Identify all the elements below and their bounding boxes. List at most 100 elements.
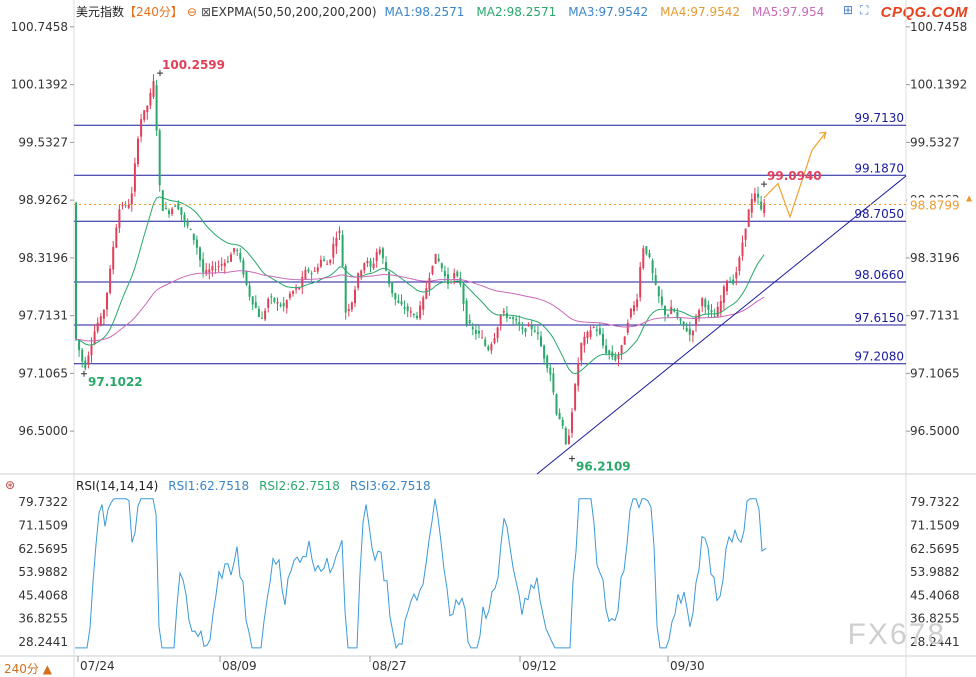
footer-period-selector[interactable]: 240分 ▲ [4,662,52,676]
period-label[interactable]: 【240分】 [124,5,183,19]
rsi-tick-label-left: 28.2441 [18,635,68,649]
y-tick-label-right: 98.3196 [910,251,960,265]
candle-body [453,272,456,279]
rsi-title[interactable]: RSI(14,14,14) [76,479,159,493]
candle-body [729,282,732,284]
candle-body [326,263,329,265]
candle-body [524,328,527,332]
indicator-icon[interactable]: ⊠ [200,5,212,19]
rsi-header: RSI(14,14,14) RSI1:62.7518 RSI2:62.7518 RSI… [76,479,431,493]
rsi1-label: RSI1:62.7518 [168,479,250,493]
candle-body [282,303,285,307]
candle-body [192,233,195,241]
candle-body [512,317,515,320]
candle-body [521,327,524,329]
candle-body [236,249,239,251]
candle-body [443,271,446,277]
candle-body [199,247,201,261]
ma2-label: MA2:98.2571 [476,5,557,19]
extreme-marker [761,181,767,188]
candle-body [329,259,332,264]
candle-body [738,257,741,271]
candle-body [487,346,490,351]
candle-body [84,360,87,369]
candle-body [695,316,697,326]
candle-body [338,230,341,234]
candle-body [335,237,338,247]
candle-body [270,296,273,298]
candle-body [660,296,663,305]
candle-body [412,313,415,315]
candle-body [143,110,146,120]
candle-body [546,355,549,368]
candle-body [195,239,198,248]
settings-icon[interactable]: ⊖ [186,5,197,19]
y-tick-label-left: 98.9262 [18,193,68,207]
candle-body [202,259,205,273]
candle-body [722,286,725,303]
candle-body [332,243,335,258]
candle-body [558,412,561,420]
y-tick-label-right: 99.5327 [910,135,960,149]
ma5-label: MA5:97.954 [752,5,825,19]
candle-body [577,363,580,386]
candle-body [484,339,487,346]
candle-body [465,300,468,325]
candle-body [316,267,319,272]
candle-body [164,208,167,210]
candle-body [137,138,139,165]
candle-body [93,331,96,344]
candle-body [713,316,716,318]
level-label: 97.2080 [854,350,904,364]
candle-body [620,345,623,354]
rsi3-label: RSI3:62.7518 [349,479,431,493]
rsi-tick-label-left: 71.1509 [18,518,68,532]
rsi-settings-icon[interactable]: ⊛ [5,478,16,492]
current-price-arrow: ▲ [966,194,973,203]
ema-fast-line [75,196,765,375]
candle-body [307,269,310,272]
rsi-tick-label-left: 79.7322 [18,495,68,509]
y-tick-label-left: 100.1392 [11,78,68,92]
candle-body [481,337,484,339]
candle-body [623,336,626,345]
candle-body [360,270,363,278]
candle-body [313,270,316,272]
fullscreen-icon[interactable]: ⛶ [860,3,869,17]
indicator-label[interactable]: EXPMA(50,50,200,200,200) [211,5,377,19]
candle-body [87,355,90,365]
y-tick-label-left: 98.3196 [18,251,68,265]
candle-body [288,293,291,298]
candle-body [571,412,573,433]
candle-body [183,214,186,221]
candle-body [186,220,189,226]
rsi-tick-label-right: 28.2441 [910,635,960,649]
current-price-bg [907,197,967,212]
candle-body [109,268,112,293]
y-tick-label-right: 97.7131 [910,309,960,323]
y-tick-label-left: 100.7458 [11,20,68,34]
candle-body [747,209,750,227]
candle-body [685,327,688,332]
candle-body [496,327,499,339]
candle-body [310,273,313,275]
candle-body [319,259,322,267]
candle-body [552,373,555,393]
candle-body [425,288,428,299]
extreme-marker [157,70,163,77]
candle-body [707,304,710,311]
grid-icon[interactable]: ⊞ [843,3,854,17]
candle-body [406,306,409,312]
candle-body [264,310,267,320]
candle-body [701,298,704,307]
candle-body [589,330,592,337]
candle-body [211,266,214,271]
candle-body [115,227,118,248]
candle-body [416,315,418,319]
candle-body [716,306,719,317]
brand-logo: CPQG.COM [880,4,968,21]
candle-body [670,307,673,315]
x-tick-label: 09/12 [522,659,557,673]
candle-body [605,345,608,354]
